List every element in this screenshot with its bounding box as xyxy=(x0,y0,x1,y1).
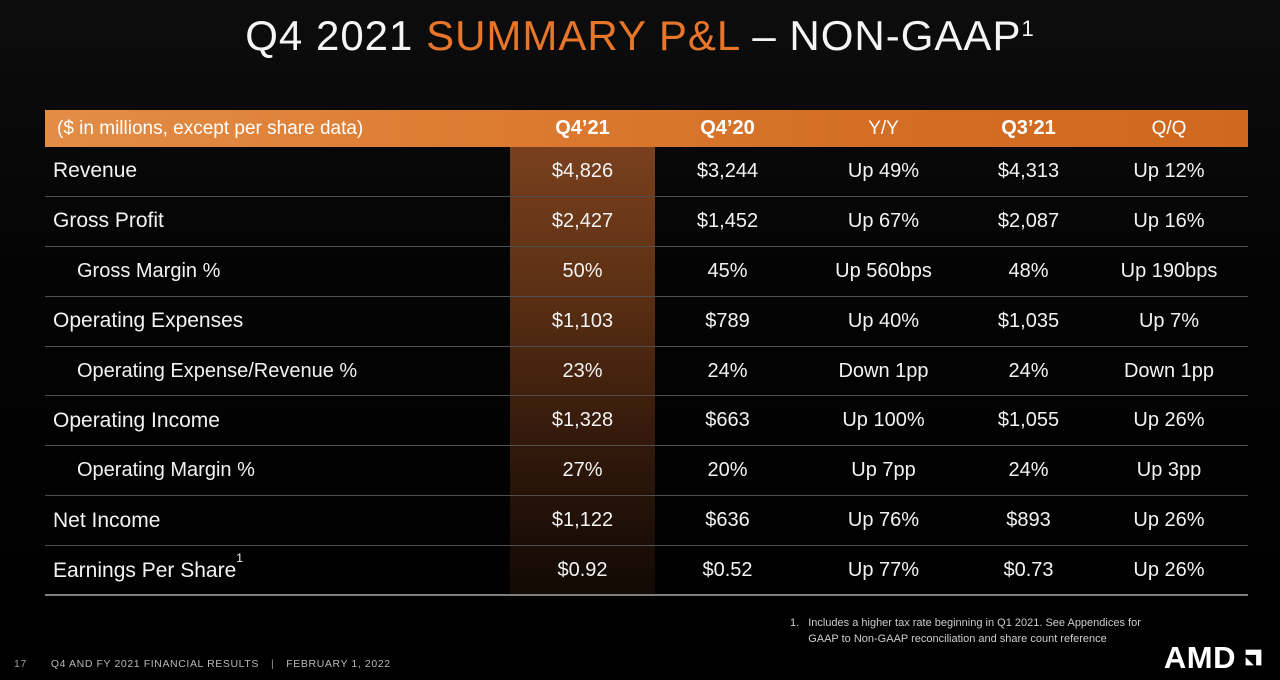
row-value: $789 xyxy=(705,309,750,332)
row-value: $1,055 xyxy=(997,409,1060,432)
header-cell: Y/Y xyxy=(868,117,899,139)
row-value: $1,328 xyxy=(551,409,614,432)
row-value: Up 26% xyxy=(1133,558,1205,581)
title-part-prefix: Q4 2021 xyxy=(245,12,427,59)
row-value: 50% xyxy=(562,259,603,282)
row-value: 45% xyxy=(707,259,748,282)
title-superscript: 1 xyxy=(1021,16,1035,41)
row-value: Up 16% xyxy=(1133,209,1205,232)
row-value: $1,035 xyxy=(997,309,1060,332)
row-value: Up 12% xyxy=(1133,159,1205,182)
row-value: 24% xyxy=(1008,459,1049,482)
row-value: 27% xyxy=(562,459,603,482)
footnote-line-2: GAAP to Non-GAAP reconciliation and shar… xyxy=(808,632,1107,645)
row-value: Up 26% xyxy=(1133,509,1205,532)
footnote-number: 1. xyxy=(790,617,800,629)
title-part-accent: SUMMARY P&L xyxy=(426,12,740,59)
row-value: Up 7pp xyxy=(851,459,916,482)
table-row: Operating Expenses $1,103 $789 Up 40% $1… xyxy=(45,297,1248,347)
row-value: Up 7% xyxy=(1138,309,1200,332)
row-value: 48% xyxy=(1008,259,1049,282)
page-title: Q4 2021 SUMMARY P&L – NON-GAAP1 xyxy=(0,12,1280,60)
row-value: $4,826 xyxy=(551,159,614,182)
footnote: 1. Includes a higher tax rate beginning … xyxy=(790,616,1180,648)
table-row: Operating Income $1,328 $663 Up 100% $1,… xyxy=(45,396,1248,447)
row-value: $1,452 xyxy=(696,209,759,232)
table-row: Net Income $1,122 $636 Up 76% $893 Up 26… xyxy=(45,496,1248,547)
amd-arrow-icon xyxy=(1245,649,1262,666)
row-value: Up 560bps xyxy=(835,259,932,282)
header-cell: ($ in millions, except per share data) xyxy=(57,117,364,139)
row-value: Up 26% xyxy=(1133,409,1205,432)
row-value: $663 xyxy=(705,409,750,432)
footer-date: FEBRUARY 1, 2022 xyxy=(286,658,391,670)
page-number: 17 xyxy=(14,658,27,670)
amd-logo-text: AMD xyxy=(1163,640,1236,675)
table-row: Revenue $4,826 $3,244 Up 49% $4,313 Up 1… xyxy=(45,147,1248,197)
footer-deck-title: Q4 AND FY 2021 FINANCIAL RESULTS xyxy=(50,658,259,670)
header-cell: Q4’20 xyxy=(700,117,755,139)
table-row: Gross Profit $2,427 $1,452 Up 67% $2,087… xyxy=(45,197,1248,247)
row-value: Up 76% xyxy=(847,509,920,532)
row-value: Up 100% xyxy=(842,409,925,432)
amd-logo: AMD xyxy=(1164,642,1264,673)
row-label: Operating Margin % xyxy=(77,459,255,482)
row-label: Operating Income xyxy=(53,408,220,432)
row-value: $1,103 xyxy=(551,309,614,332)
row-value: 24% xyxy=(1008,359,1049,382)
row-value: 23% xyxy=(562,359,603,382)
pnl-table: ($ in millions, except per share data) Q4… xyxy=(45,110,1248,597)
slide-footer: 17 Q4 AND FY 2021 FINANCIAL RESULTS | FE… xyxy=(14,658,391,670)
row-label: Operating Expense/Revenue % xyxy=(77,359,358,382)
row-value: Up 49% xyxy=(847,159,920,182)
row-value: $0.73 xyxy=(1003,558,1054,581)
row-value: Down 1pp xyxy=(838,359,929,382)
row-label: Operating Expenses xyxy=(53,309,244,333)
footnote-text: Includes a higher tax rate beginning in … xyxy=(808,616,1141,648)
row-label: Net Income xyxy=(53,508,161,532)
table-row: Earnings Per Share1 $0.92 $0.52 Up 77% $… xyxy=(45,546,1248,597)
table-row: Operating Margin % 27% 20% Up 7pp 24% Up… xyxy=(45,446,1248,497)
row-value: $893 xyxy=(1006,509,1051,532)
row-value: $0.92 xyxy=(557,558,608,581)
row-label: Gross Profit xyxy=(53,209,164,233)
row-value: $2,087 xyxy=(997,209,1060,232)
row-value: Up 3pp xyxy=(1136,459,1202,482)
row-label: Gross Margin % xyxy=(77,259,221,282)
row-value: Up 190bps xyxy=(1120,259,1218,282)
footer-separator: | xyxy=(270,658,275,670)
row-value: $0.52 xyxy=(702,558,753,581)
footnote-line-1: Includes a higher tax rate beginning in … xyxy=(808,617,1141,629)
row-value: $1,122 xyxy=(551,509,614,532)
row-value: $4,313 xyxy=(997,159,1060,182)
header-cell: Q4’21 xyxy=(555,117,610,139)
q4-21-column-highlight xyxy=(510,147,655,597)
table-row: Operating Expense/Revenue % 23% 24% Down… xyxy=(45,347,1248,397)
row-value: Up 67% xyxy=(847,209,920,232)
row-value: $3,244 xyxy=(696,159,759,182)
row-value: $636 xyxy=(705,509,750,532)
table-body: Revenue $4,826 $3,244 Up 49% $4,313 Up 1… xyxy=(45,147,1248,597)
row-value: 20% xyxy=(707,459,748,482)
table-row: Gross Margin % 50% 45% Up 560bps 48% Up … xyxy=(45,247,1248,297)
row-label: Earnings Per Share1 xyxy=(53,550,243,582)
row-value: 24% xyxy=(707,359,748,382)
header-cell: Q/Q xyxy=(1151,117,1187,139)
title-part-suffix: – NON-GAAP xyxy=(739,12,1022,59)
header-cell: Q3’21 xyxy=(1001,117,1056,139)
row-value: Up 40% xyxy=(847,309,920,332)
row-value: Down 1pp xyxy=(1123,359,1215,382)
row-value: $2,427 xyxy=(551,209,614,232)
row-label: Revenue xyxy=(53,159,138,183)
row-value: Up 77% xyxy=(847,558,920,581)
table-header-row: ($ in millions, except per share data) Q4… xyxy=(45,110,1248,147)
